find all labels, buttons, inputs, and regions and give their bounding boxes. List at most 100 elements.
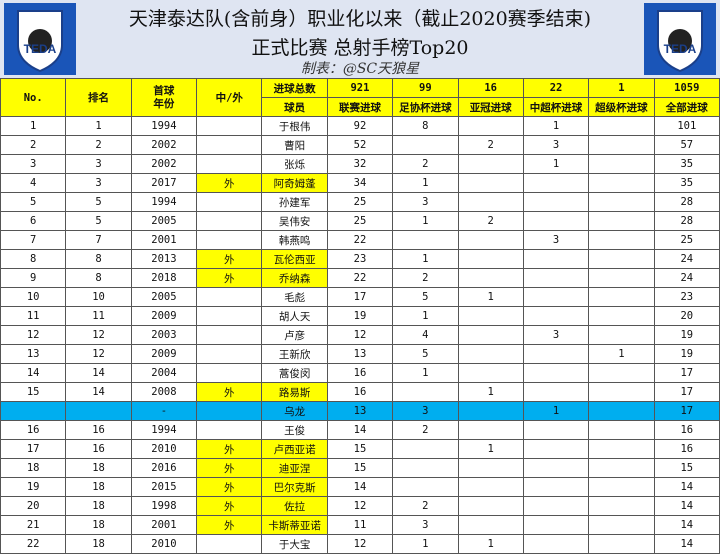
cell-first-year: -	[130, 401, 198, 421]
cell-first-year: 2004	[130, 363, 198, 383]
cell-no: 21	[0, 515, 67, 535]
table-row: - 乌龙 13 3 1 17	[0, 401, 720, 421]
cell-league: 23	[326, 249, 394, 269]
cell-rank: 8	[65, 249, 132, 269]
cell-no: 18	[0, 458, 67, 478]
cell-acl	[457, 154, 524, 174]
cell-nationality: 外	[196, 496, 263, 516]
cell-no: 16	[0, 420, 67, 440]
cell-first-year: 2017	[130, 173, 198, 193]
cell-super-cup	[588, 192, 655, 212]
cell-super-cup	[588, 458, 655, 478]
cell-rank: 16	[65, 439, 132, 459]
cell-first-year: 2013	[130, 249, 198, 269]
scorers-table: No. 排名 首球 年份 中/外 进球总数 921 99 16 22 1 105…	[0, 78, 720, 554]
cell-total: 35	[653, 154, 720, 174]
cell-acl	[457, 420, 524, 440]
total-acl: 16	[457, 78, 524, 98]
cell-super-cup	[588, 363, 655, 383]
cell-super-cup: 1	[588, 344, 655, 364]
total-fa-cup: 99	[392, 78, 459, 98]
header-acl: 亚冠进球	[457, 97, 524, 117]
cell-rank: 5	[65, 211, 132, 231]
cell-no: 9	[0, 268, 67, 288]
cell-csl-cup: 1	[522, 116, 590, 136]
cell-total: 17	[653, 363, 720, 383]
cell-league: 13	[326, 401, 394, 421]
cell-fa-cup: 1	[392, 363, 459, 383]
logo-text: TEDA	[664, 42, 697, 56]
cell-total: 35	[653, 173, 720, 193]
cell-fa-cup: 2	[392, 420, 459, 440]
cell-league: 13	[326, 344, 394, 364]
cell-super-cup	[588, 515, 655, 535]
cell-league: 25	[326, 211, 394, 231]
cell-no: 20	[0, 496, 67, 516]
cell-total: 28	[653, 211, 720, 231]
cell-first-year: 2005	[130, 287, 198, 307]
header-league: 联赛进球	[326, 97, 394, 117]
table-row: 16 16 1994 王俊 14 2 16	[0, 420, 720, 440]
cell-acl	[457, 477, 524, 497]
cell-no: 10	[0, 287, 67, 307]
cell-league: 12	[326, 496, 394, 516]
cell-rank: 3	[65, 154, 132, 174]
cell-no: 5	[0, 192, 67, 212]
header-total-label: 进球总数	[261, 78, 328, 98]
table-row: 20 18 1998 外佐拉 12 2 14	[0, 496, 720, 516]
cell-acl	[457, 325, 524, 345]
header-csl-cup: 中超杯进球	[522, 97, 590, 117]
cell-player: 阿奇姆蓬	[261, 173, 328, 193]
teda-logo-right: TEDA	[644, 3, 716, 75]
cell-player: 张烁	[261, 154, 328, 174]
cell-rank: 11	[65, 306, 132, 326]
header-rank: 排名	[65, 78, 132, 117]
cell-rank: 7	[65, 230, 132, 250]
cell-acl	[457, 344, 524, 364]
cell-first-year: 2002	[130, 154, 198, 174]
cell-csl-cup: 1	[522, 154, 590, 174]
cell-acl: 1	[457, 287, 524, 307]
cell-nationality	[196, 325, 263, 345]
cell-no: 3	[0, 154, 67, 174]
cell-csl-cup	[522, 211, 590, 231]
cell-csl-cup	[522, 477, 590, 497]
cell-player: 胡人天	[261, 306, 328, 326]
cell-nationality: 外	[196, 458, 263, 478]
cell-rank: 18	[65, 496, 132, 516]
cell-nationality: 外	[196, 249, 263, 269]
cell-league: 11	[326, 515, 394, 535]
cell-fa-cup	[392, 477, 459, 497]
cell-super-cup	[588, 230, 655, 250]
cell-league: 19	[326, 306, 394, 326]
cell-acl	[457, 458, 524, 478]
cell-player: 卡斯蒂亚诺	[261, 515, 328, 535]
cell-league: 12	[326, 325, 394, 345]
cell-super-cup	[588, 135, 655, 155]
teda-logo-left: TEDA	[4, 3, 76, 75]
header-nationality: 中/外	[196, 78, 263, 117]
cell-league: 17	[326, 287, 394, 307]
cell-total: 101	[653, 116, 720, 136]
cell-first-year: 2001	[130, 515, 198, 535]
total-league: 921	[326, 78, 394, 98]
cell-super-cup	[588, 477, 655, 497]
cell-csl-cup	[522, 192, 590, 212]
cell-nationality	[196, 401, 263, 421]
cell-total: 20	[653, 306, 720, 326]
cell-rank: 1	[65, 116, 132, 136]
cell-nationality	[196, 154, 263, 174]
cell-first-year: 2003	[130, 325, 198, 345]
cell-fa-cup: 5	[392, 344, 459, 364]
cell-first-year: 2010	[130, 534, 198, 554]
cell-no: 2	[0, 135, 67, 155]
cell-acl	[457, 192, 524, 212]
cell-csl-cup	[522, 306, 590, 326]
table-row: 17 16 2010 外卢西亚诺 15 1 16	[0, 439, 720, 459]
table-row: 6 5 2005 吴伟安 25 1 2 28	[0, 211, 720, 231]
cell-fa-cup	[392, 382, 459, 402]
cell-player: 王俊	[261, 420, 328, 440]
cell-super-cup	[588, 325, 655, 345]
cell-player: 蒿俊闵	[261, 363, 328, 383]
cell-super-cup	[588, 401, 655, 421]
